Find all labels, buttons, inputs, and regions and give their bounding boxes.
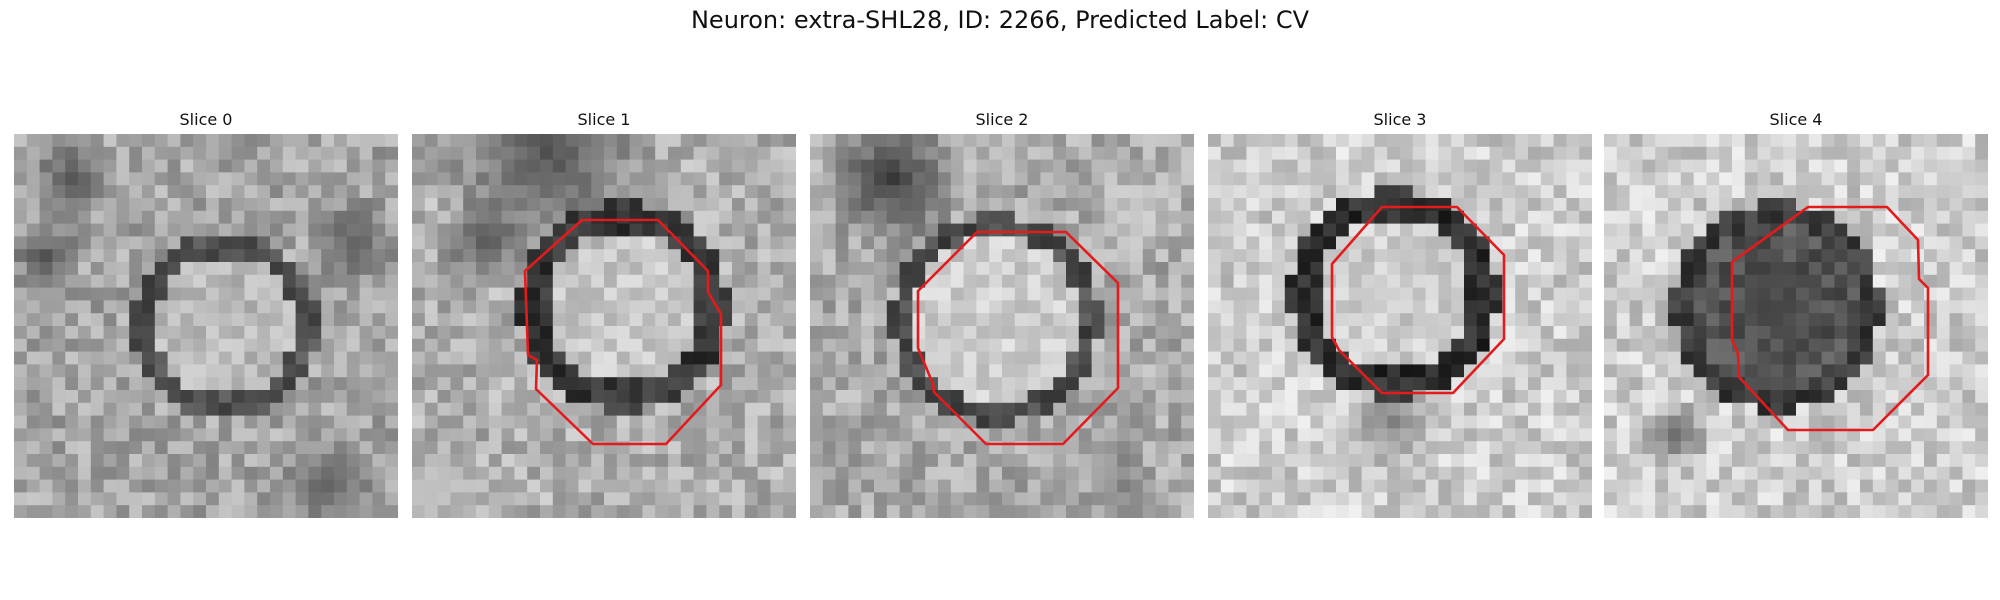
- pixel-grid: [14, 134, 398, 518]
- em-slice-image: [1604, 134, 1988, 518]
- em-slice-image: [810, 134, 1194, 518]
- panel-slice-2: Slice 2: [810, 108, 1194, 518]
- contour-outline: [916, 230, 1120, 446]
- pixel-grid: [412, 134, 796, 518]
- panel-slice-3: Slice 3: [1208, 108, 1592, 518]
- panel-title: Slice 2: [975, 110, 1029, 129]
- pixel-grid: [1208, 134, 1592, 518]
- panel-title: Slice 1: [577, 110, 631, 129]
- em-slice-image: [1208, 134, 1592, 518]
- pixel-grid: [810, 134, 1194, 518]
- panel-title: Slice 4: [1769, 110, 1823, 129]
- pixel-grid: [1604, 134, 1988, 518]
- contour-outline: [1330, 205, 1506, 395]
- em-slice-image: [14, 134, 398, 518]
- contour-outline: [1730, 205, 1930, 432]
- panel-slice-0: Slice 0: [14, 108, 398, 518]
- panel-slice-4: Slice 4: [1604, 108, 1988, 518]
- panel-slice-1: Slice 1: [412, 108, 796, 518]
- em-slice-image: [412, 134, 796, 518]
- figure-title: Neuron: extra-SHL28, ID: 2266, Predicted…: [690, 6, 1310, 34]
- panel-title: Slice 3: [1373, 110, 1427, 129]
- panel-title: Slice 0: [179, 110, 233, 129]
- contour-outline: [523, 218, 723, 446]
